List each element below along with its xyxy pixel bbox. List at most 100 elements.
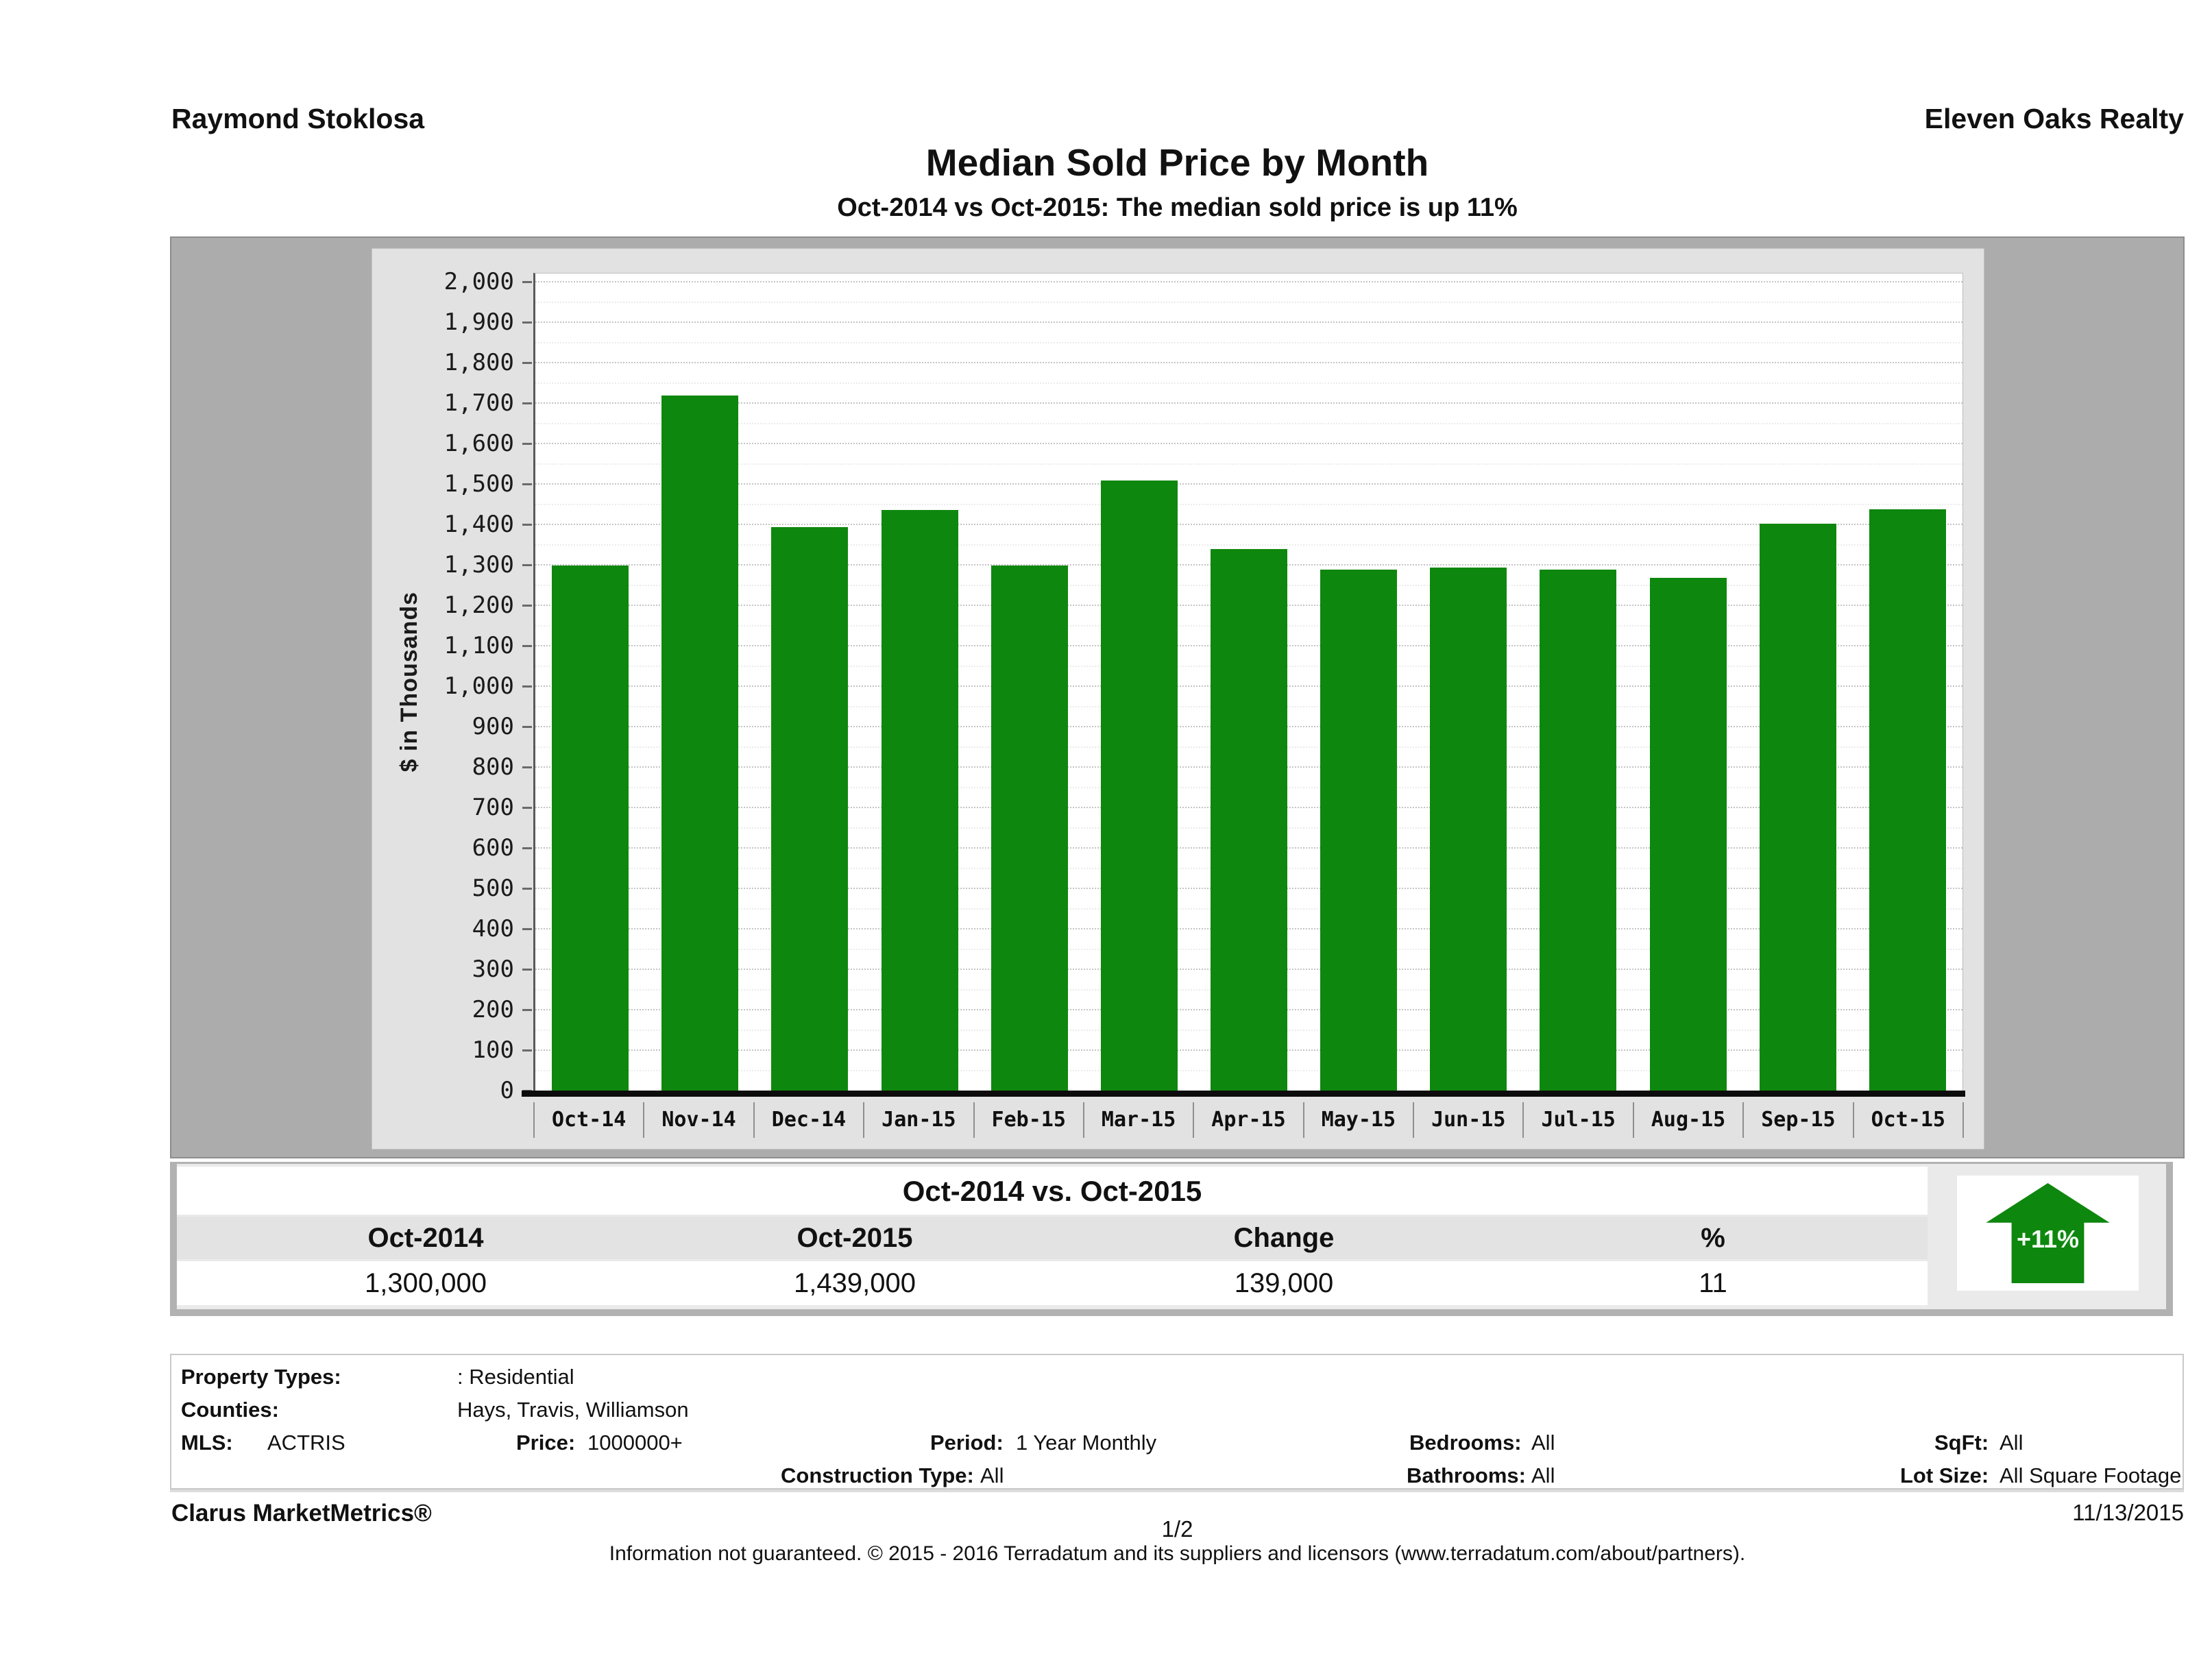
bar-Jan-15 (881, 510, 958, 1091)
footer-date: 11/13/2015 (2072, 1500, 2184, 1525)
bar-Oct-14 (552, 566, 629, 1091)
y-tick-label-600: 600 (472, 834, 514, 862)
y-tick-mark (522, 726, 532, 728)
gridline-2000 (535, 281, 1962, 282)
x-tick-label-Oct-14: Oct-14 (533, 1102, 643, 1138)
sqft-label: SqFt: (1934, 1431, 1989, 1455)
y-axis-labels: 0 100 200 300 400 500 600 700 800 900 1,000 1,100 1,… (372, 268, 532, 1104)
y-tick-mark (522, 443, 532, 445)
summary-panel: Oct-2014 vs. Oct-2015 Oct-2014 Oct-2015 … (170, 1162, 2173, 1316)
x-tick-label-May-15: May-15 (1302, 1102, 1413, 1138)
bedrooms-value: All (1531, 1431, 1555, 1455)
gridline-1550 (535, 463, 1962, 465)
gridline-1900 (535, 321, 1962, 323)
y-tick-label-2000: 2,000 (443, 268, 514, 295)
y-tick-label-1800: 1,800 (443, 349, 514, 376)
x-axis-labels: Oct-14 Nov-14 Dec-14 Jan-15 Feb-15 Mar-15 Apr-… (533, 1102, 1964, 1138)
y-tick-label-200: 200 (472, 996, 514, 1023)
x-axis-line (522, 1091, 1965, 1097)
footer-page-number: 1/2 (1161, 1516, 1193, 1542)
chart-panel: $ in Thousands 0 100 200 300 400 500 600 700 800… (372, 248, 1984, 1150)
y-tick-label-1000: 1,000 (443, 672, 514, 700)
y-tick-mark (522, 321, 532, 324)
agent-name: Raymond Stoklosa (171, 103, 425, 134)
x-tick-label-Jun-15: Jun-15 (1413, 1102, 1522, 1138)
y-tick-label-500: 500 (472, 875, 514, 902)
y-tick-mark (522, 969, 532, 971)
gridline-1850 (535, 341, 1962, 343)
bar-Jun-15 (1430, 567, 1507, 1091)
bar-Mar-15 (1100, 481, 1178, 1091)
bar-Oct-15 (1869, 509, 1946, 1091)
y-tick-mark (522, 524, 532, 526)
up-arrow-icon: +11% (1986, 1183, 2110, 1283)
bar-Jul-15 (1540, 569, 1617, 1091)
y-tick-label-800: 800 (472, 753, 514, 781)
bar-series (535, 273, 1962, 1091)
period-value: 1 Year Monthly (1016, 1431, 1157, 1455)
x-tick-label-Jul-15: Jul-15 (1522, 1102, 1632, 1138)
change-arrow-box: +11% (1957, 1176, 2139, 1291)
summary-val-percent: 11 (1699, 1268, 1727, 1298)
gridline-1750 (535, 382, 1962, 384)
price-value: 1000000+ (587, 1431, 683, 1455)
sqft-value: All (2000, 1431, 2023, 1455)
summary-title: Oct-2014 vs. Oct-2015 (177, 1167, 1928, 1215)
summary-col-percent: % (1701, 1223, 1725, 1253)
y-tick-mark (522, 645, 532, 647)
price-label: Price: (516, 1431, 576, 1455)
summary-header-row: Oct-2014 Oct-2015 Change % (177, 1217, 1928, 1259)
plot-area (533, 273, 1963, 1091)
summary-panel-inner: Oct-2014 vs. Oct-2015 Oct-2014 Oct-2015 … (177, 1164, 2166, 1309)
bathrooms-label: Bathrooms: (1407, 1463, 1526, 1487)
chart-frame: $ in Thousands 0 100 200 300 400 500 600 700 800… (170, 236, 2185, 1158)
lot-size-label: Lot Size: (1900, 1463, 1989, 1487)
counties-label: Counties: (181, 1398, 279, 1422)
footer-product: Clarus MarketMetrics® (171, 1500, 432, 1527)
x-tick-label-Mar-15: Mar-15 (1082, 1102, 1193, 1138)
report-subtitle: Oct-2014 vs Oct-2015: The median sold pr… (837, 193, 1518, 222)
bar-Apr-15 (1210, 549, 1287, 1091)
y-tick-label-1100: 1,100 (443, 632, 514, 659)
y-tick-mark (522, 281, 532, 283)
counties-value: Hays, Travis, Williamson (457, 1398, 689, 1422)
y-tick-mark (522, 807, 532, 809)
y-tick-mark (522, 847, 532, 849)
y-tick-mark (522, 483, 532, 485)
y-tick-label-1500: 1,500 (443, 470, 514, 498)
summary-col-oct2015: Oct-2015 (797, 1223, 913, 1253)
property-types-value: : Residential (457, 1365, 574, 1389)
y-tick-label-1200: 1,200 (443, 592, 514, 619)
y-tick-mark (522, 766, 532, 768)
y-tick-label-1700: 1,700 (443, 389, 514, 417)
y-tick-mark (522, 564, 532, 566)
bar-Dec-14 (771, 526, 849, 1091)
summary-value-row: 1,300,000 1,439,000 139,000 11 (177, 1261, 1928, 1305)
y-tick-label-700: 700 (472, 794, 514, 821)
summary-val-change: 139,000 (1234, 1268, 1334, 1298)
x-tick-label-Jan-15: Jan-15 (863, 1102, 973, 1138)
y-tick-label-1300: 1,300 (443, 551, 514, 579)
gridline-1650 (535, 422, 1962, 424)
gridline-1350 (535, 544, 1962, 546)
construction-type-label: Construction Type: (781, 1463, 974, 1487)
bar-Feb-15 (990, 566, 1068, 1091)
y-tick-label-1600: 1,600 (443, 430, 514, 457)
summary-val-oct2014: 1,300,000 (365, 1268, 487, 1298)
bar-Sep-15 (1759, 524, 1836, 1091)
summary-col-oct2014: Oct-2014 (367, 1223, 484, 1253)
y-tick-mark (522, 1049, 532, 1051)
company-name: Eleven Oaks Realty (1924, 103, 2184, 134)
y-tick-label-300: 300 (472, 956, 514, 983)
gridline-1450 (535, 503, 1962, 505)
change-badge: +11% (2016, 1224, 2080, 1253)
y-tick-mark (522, 888, 532, 890)
x-tick-label-Feb-15: Feb-15 (973, 1102, 1083, 1138)
y-tick-label-1900: 1,900 (443, 308, 514, 336)
bedrooms-label: Bedrooms: (1409, 1431, 1522, 1455)
mls-value: ACTRIS (267, 1431, 345, 1455)
gridline-1950 (535, 301, 1962, 303)
y-tick-label-1400: 1,400 (443, 511, 514, 538)
report-title: Median Sold Price by Month (925, 141, 1429, 184)
